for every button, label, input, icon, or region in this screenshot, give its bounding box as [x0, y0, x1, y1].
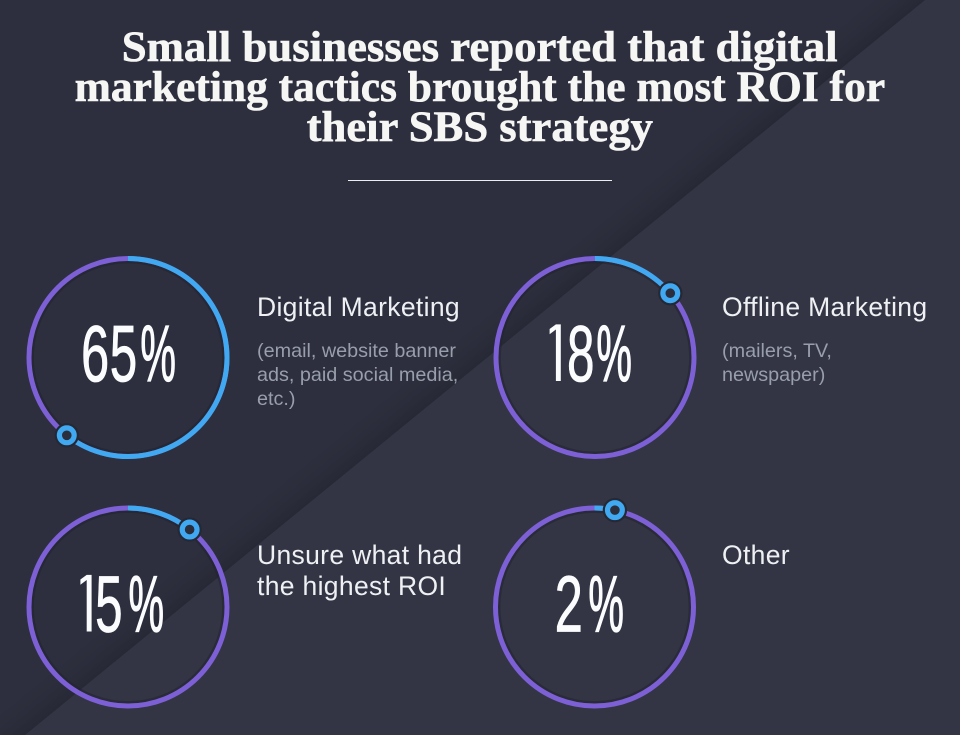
svg-text:5: 5 [95, 561, 122, 650]
svg-text:%: % [129, 561, 165, 650]
svg-text:%: % [140, 310, 176, 399]
svg-text:%: % [596, 310, 632, 399]
svg-text:2: 2 [555, 560, 583, 650]
svg-text:5: 5 [110, 310, 137, 399]
svg-text:%: % [588, 561, 624, 650]
svg-text:8: 8 [567, 310, 594, 399]
svg-text:6: 6 [81, 309, 109, 399]
